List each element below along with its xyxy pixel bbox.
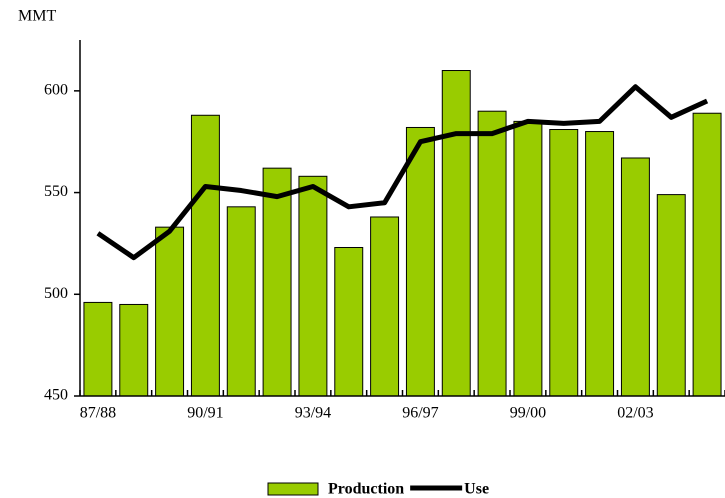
bar — [119, 303, 149, 397]
bar — [620, 157, 650, 397]
x-tick-label: 93/94 — [295, 405, 331, 422]
bar — [549, 129, 579, 397]
bar — [226, 206, 256, 397]
bar — [441, 70, 471, 397]
y-tick-label: 450 — [44, 387, 68, 404]
legend-swatch — [267, 482, 319, 496]
x-tick-label: 87/88 — [80, 405, 116, 422]
legend-label: Use — [464, 481, 489, 498]
y-tick-label: 550 — [44, 183, 68, 200]
bar — [405, 126, 435, 397]
bar — [83, 301, 113, 397]
bar — [656, 194, 686, 397]
legend-label: Production — [328, 481, 404, 498]
x-tick-label: 02/03 — [617, 405, 653, 422]
line — [96, 84, 709, 261]
bar — [477, 110, 507, 397]
y-tick-label: 500 — [44, 285, 68, 302]
y-tick-label: 600 — [44, 82, 68, 99]
x-tick-label: 99/00 — [510, 405, 546, 422]
x-tick-label: 96/97 — [402, 405, 438, 422]
y-axis-label: MMT — [18, 8, 56, 25]
bar — [370, 216, 400, 397]
bar — [262, 167, 292, 397]
x-tick-label: 90/91 — [187, 405, 223, 422]
bar — [585, 131, 615, 397]
bar — [513, 120, 543, 397]
bar — [190, 114, 220, 397]
bar — [298, 175, 328, 397]
bar — [692, 112, 722, 397]
bar — [334, 246, 364, 397]
bar — [155, 226, 185, 397]
